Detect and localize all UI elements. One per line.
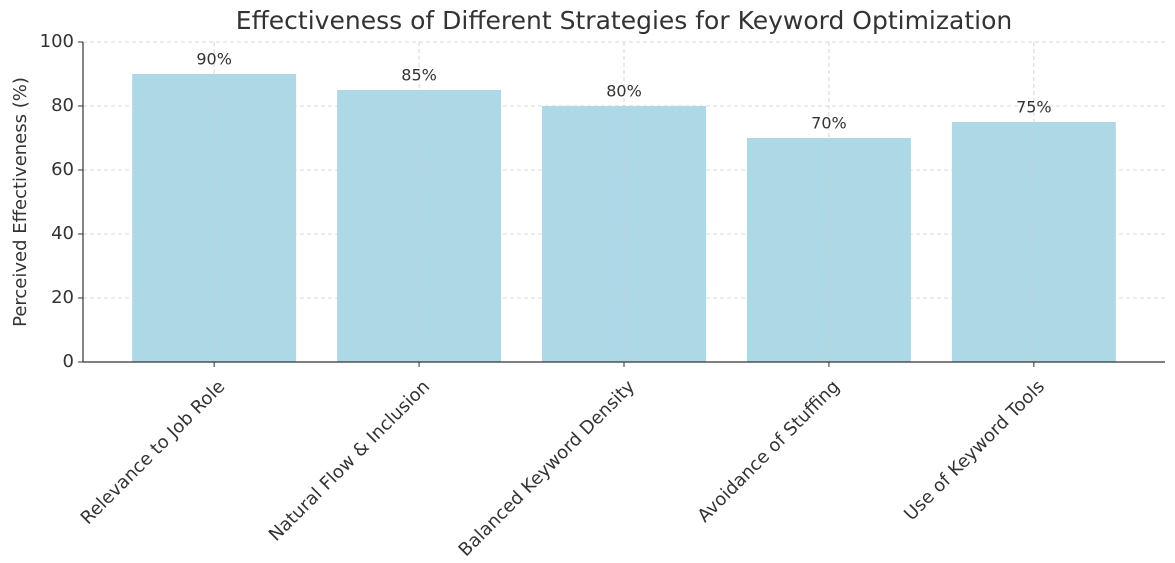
x-tick-label: Natural Flow & Inclusion (265, 376, 434, 545)
x-tick-label: Avoidance of Stuffing (694, 376, 844, 526)
x-tick-label: Relevance to Job Role (77, 376, 230, 529)
value-label: 70% (811, 114, 847, 133)
y-tick-label: 60 (51, 159, 74, 180)
y-tick-label: 40 (51, 223, 74, 244)
y-tick-label: 20 (51, 287, 74, 308)
y-tick-label: 80 (51, 95, 74, 116)
value-label: 75% (1016, 98, 1052, 117)
x-tick-label: Balanced Keyword Density (455, 376, 640, 561)
x-tick-label: Use of Keyword Tools (900, 376, 1049, 525)
y-tick-label: 100 (40, 31, 74, 52)
value-label: 85% (401, 66, 437, 85)
chart-title: Effectiveness of Different Strategies fo… (236, 6, 1012, 35)
y-tick-label: 0 (63, 351, 74, 372)
y-axis-label: Perceived Effectiveness (%) (10, 77, 31, 327)
value-label: 90% (196, 50, 232, 69)
value-label: 80% (606, 82, 642, 101)
